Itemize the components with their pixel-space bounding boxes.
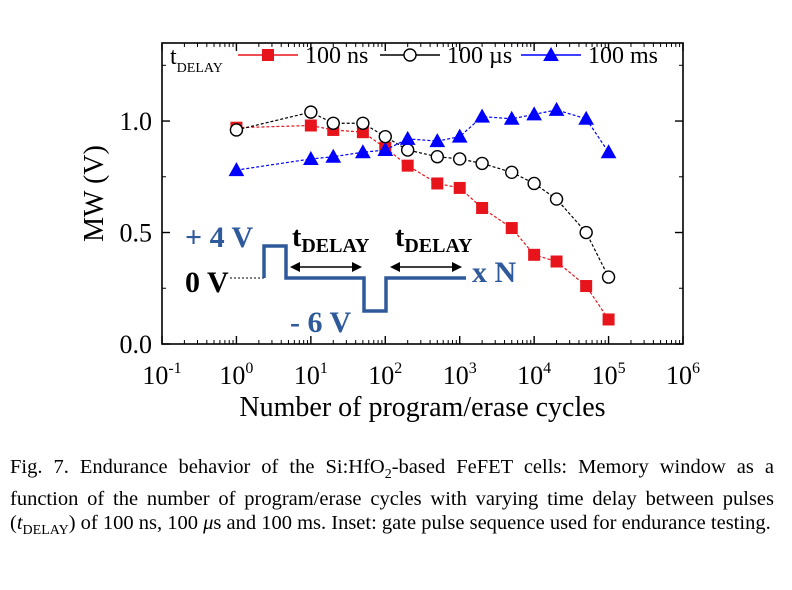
pulse-waveform bbox=[262, 244, 466, 313]
data-point-triangle bbox=[325, 148, 342, 163]
data-point-circle bbox=[527, 176, 541, 191]
data-point-square bbox=[262, 49, 274, 61]
plot-area-border bbox=[161, 42, 684, 345]
data-point-circle bbox=[356, 116, 370, 130]
legend-item: 100 ms bbox=[521, 43, 658, 69]
data-point-square bbox=[453, 181, 466, 194]
x-tick-label-text: 105 bbox=[592, 360, 626, 390]
data-point-circle bbox=[475, 156, 489, 171]
x-tick-label: 106 bbox=[666, 360, 700, 390]
legend-label: 100 ms bbox=[588, 43, 658, 69]
data-point-triangle bbox=[399, 130, 416, 145]
data-point-square bbox=[550, 255, 563, 268]
data-point-triangle bbox=[578, 110, 595, 125]
data-point-circle bbox=[378, 129, 392, 144]
legend-item: 100 ns bbox=[238, 43, 368, 69]
data-point-triangle bbox=[503, 110, 520, 125]
data-point-circle bbox=[400, 143, 415, 157]
x-tick-label: 104 bbox=[517, 360, 551, 390]
inset-tdelay-label: tDELAY bbox=[395, 222, 473, 257]
y-tick-label: 1.0 bbox=[120, 107, 153, 136]
inset-label-0v: 0 V bbox=[185, 266, 229, 299]
data-point-circle bbox=[549, 192, 564, 206]
data-point-circle bbox=[326, 116, 340, 130]
data-point-circle bbox=[430, 150, 445, 164]
data-point-triangle bbox=[543, 46, 559, 61]
data-point-triangle bbox=[451, 128, 468, 143]
data-point-triangle bbox=[526, 106, 542, 121]
x-axis-label: Number of program/erase cycles bbox=[239, 392, 605, 423]
data-point-square bbox=[304, 119, 317, 132]
delay-arrow-head-left bbox=[390, 262, 400, 272]
data-point-circle bbox=[453, 152, 467, 166]
legend-label: 100 ns bbox=[305, 43, 368, 69]
x-tick-label: 100 bbox=[219, 360, 253, 390]
data-point-circle bbox=[579, 225, 593, 240]
data-point-square bbox=[431, 177, 444, 190]
x-tick-label-text: 102 bbox=[368, 360, 402, 390]
inset-tdelay-label: tDELAY bbox=[292, 222, 370, 257]
data-point-triangle bbox=[600, 144, 617, 159]
inset-label-minus6v: - 6 V bbox=[290, 306, 351, 339]
data-point-square bbox=[505, 222, 518, 235]
data-point-triangle bbox=[355, 144, 371, 159]
y-tick-label: 0.0 bbox=[120, 330, 153, 359]
series-square bbox=[230, 119, 615, 326]
x-tick-label-text: 10-1 bbox=[142, 360, 181, 390]
x-tick-label: 105 bbox=[592, 360, 626, 390]
data-point-triangle bbox=[303, 150, 319, 165]
data-point-square bbox=[580, 280, 593, 293]
data-point-triangle bbox=[548, 101, 565, 116]
data-point-circle bbox=[229, 123, 244, 137]
data-point-circle bbox=[403, 48, 417, 62]
inset-label-xn: x N bbox=[472, 256, 517, 289]
data-point-triangle bbox=[474, 108, 490, 123]
data-point-triangle bbox=[228, 162, 245, 177]
x-tick-label-text: 103 bbox=[443, 360, 477, 390]
legend-label: 100 µs bbox=[447, 43, 512, 69]
legend-title: tDELAY bbox=[170, 44, 223, 76]
data-point-square bbox=[602, 313, 615, 326]
data-point-square bbox=[528, 248, 541, 261]
y-tick-label: 0.5 bbox=[120, 219, 153, 248]
y-axis-label: MW (V) bbox=[79, 145, 110, 242]
x-tick-label: 103 bbox=[443, 360, 477, 390]
x-tick-label: 102 bbox=[368, 360, 402, 390]
inset-label-plus4v: + 4 V bbox=[185, 221, 254, 254]
data-point-triangle bbox=[429, 133, 446, 148]
data-point-circle bbox=[601, 270, 616, 284]
data-point-circle bbox=[304, 105, 318, 119]
data-point-square bbox=[476, 201, 489, 214]
figure-caption: Fig. 7. Endurance behavior of the Si:HfO… bbox=[10, 456, 775, 539]
delay-arrow-head-left bbox=[290, 262, 300, 272]
x-tick-label-text: 100 bbox=[219, 360, 253, 390]
plot-frame bbox=[161, 42, 684, 345]
data-point-circle bbox=[505, 165, 519, 180]
x-tick-label-text: 106 bbox=[666, 360, 700, 390]
series-circle bbox=[229, 105, 616, 284]
delay-arrow-head-right bbox=[352, 262, 362, 272]
x-tick-label: 101 bbox=[294, 360, 328, 390]
legend: tDELAY 100 ns 100 µs 100 ms bbox=[170, 43, 658, 76]
series-layer bbox=[228, 101, 617, 326]
series-triangle bbox=[228, 101, 617, 177]
x-tick-label-text: 104 bbox=[517, 360, 551, 390]
data-point-square bbox=[401, 159, 414, 172]
x-tick-label-text: 101 bbox=[294, 360, 328, 390]
series-line bbox=[236, 109, 610, 171]
axis-labels: 10-1 100 101 102 103 104 105 106 0.0 0.5 1.0 Number… bbox=[79, 107, 700, 423]
legend-item: 100 µs bbox=[380, 43, 512, 69]
x-tick-label: 10-1 bbox=[142, 360, 181, 390]
data-point-triangle bbox=[377, 141, 394, 157]
axis-ticks bbox=[161, 43, 684, 345]
delay-arrow-head-right bbox=[452, 262, 462, 272]
